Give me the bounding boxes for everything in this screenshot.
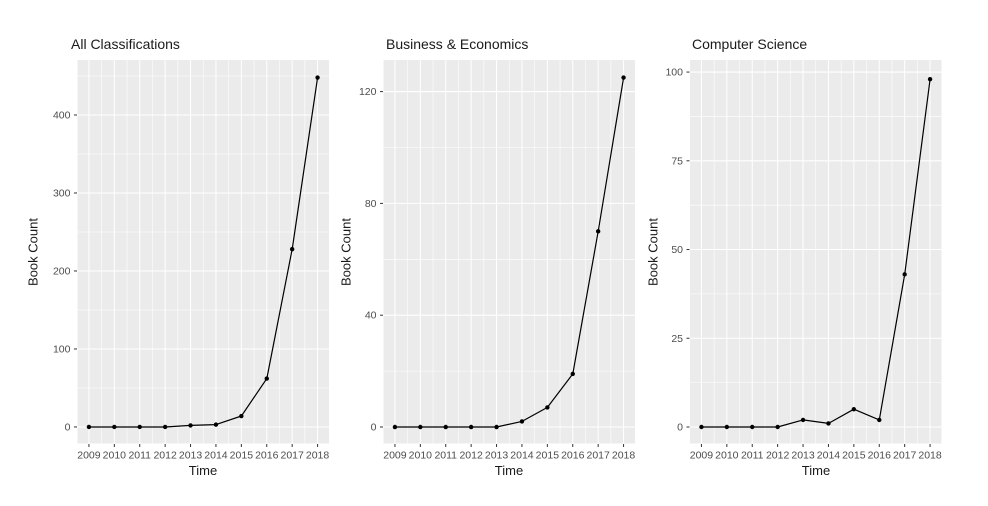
chart-3-x-tick-label: 2016: [868, 450, 892, 462]
chart-title-all-classifications: All Classifications: [71, 36, 180, 52]
y-axis-title-chart-1: Book Count: [25, 218, 41, 286]
chart-3-y-tick-label: 50: [671, 244, 683, 256]
y-axis-title-chart-3: Book Count: [645, 218, 661, 286]
chart-3-x-tick-label: 2015: [842, 450, 866, 462]
chart-2-x-tick-label: 2015: [536, 450, 560, 462]
chart-1-y-tick-label: 0: [65, 421, 71, 433]
chart-2-x-tick-label: 2014: [510, 450, 534, 462]
chart-1-data-point-2011: [137, 424, 142, 430]
chart-2-data-point-2010: [418, 424, 423, 430]
chart-2-data-point-2015: [545, 405, 550, 410]
chart-1-x-tick-label: 2014: [204, 450, 228, 462]
chart-1-x-tick-label: 2013: [179, 450, 203, 462]
chart-2-data-point-2014: [519, 419, 525, 424]
chart-3-data-point-2015: [851, 407, 857, 412]
chart-title-computer-science: Computer Science: [692, 36, 808, 52]
chart-2-y-tick-label: 0: [371, 422, 377, 434]
y-axis-title-chart-2: Book Count: [338, 218, 354, 286]
chart-1-data-point-2015: [239, 413, 244, 419]
chart-3-data-point-2014: [826, 421, 831, 426]
chart-2-data-point-2011: [443, 424, 448, 430]
chart-1-y-tick-label: 100: [53, 343, 71, 355]
chart-3-data-point-2009: [699, 424, 704, 430]
chart-2-data-point-2013: [494, 424, 499, 430]
chart-2-x-tick-label: 2018: [612, 450, 636, 462]
chart-3-x-tick-label: 2013: [791, 450, 815, 462]
chart-3-data-point-2018: [927, 76, 933, 82]
chart-2-x-tick-label: 2009: [383, 450, 407, 462]
chart-1-y-tick-label: 400: [53, 109, 71, 121]
chart-3-data-point-2011: [750, 424, 755, 430]
chart-3-y-tick-label: 75: [671, 155, 683, 167]
chart-2-y-tick-label: 40: [365, 310, 377, 322]
chart-2-x-tick-label: 2016: [561, 450, 585, 462]
chart-1-x-tick-label: 2016: [255, 450, 279, 462]
chart-2-x-tick-label: 2011: [434, 450, 457, 462]
chart-3-x-tick-label: 2018: [918, 450, 942, 462]
chart-2-y-tick-label: 80: [365, 198, 377, 210]
chart-2-x-tick-label: 2010: [409, 450, 433, 462]
chart-1-x-tick-label: 2012: [153, 450, 177, 462]
chart-3-data-point-2010: [724, 424, 730, 430]
chart-2-data-point-2012: [468, 424, 474, 430]
chart-2-data-point-2009: [392, 424, 398, 430]
chart-3-x-tick-label: 2014: [817, 450, 841, 462]
chart-3-y-tick-label: 100: [665, 67, 683, 79]
chart-1-data-point-2017: [289, 246, 295, 252]
chart-1-y-tick-label: 200: [53, 265, 71, 277]
chart-3-data-point-2016: [877, 417, 882, 423]
chart-1-data-point-2013: [188, 423, 193, 428]
x-axis-title-chart-1: Time: [188, 463, 218, 478]
chart-2-x-tick-label: 2012: [459, 450, 483, 462]
chart-3-x-tick-label: 2011: [741, 450, 764, 462]
chart-3-data-point-2012: [775, 424, 780, 430]
chart-3-series-line: [701, 79, 931, 428]
chart-1-data-point-2012: [162, 424, 168, 430]
chart-3-x-tick-label: 2017: [893, 450, 917, 462]
chart-title-business-economics: Business & Economics: [386, 36, 529, 52]
x-axis-title-chart-2: Time: [494, 463, 524, 478]
chart-2-data-point-2017: [595, 229, 601, 234]
chart-2-data-point-2018: [621, 75, 626, 80]
chart-1-data-point-2009: [86, 424, 92, 430]
chart-1-x-tick-label: 2011: [128, 450, 151, 462]
x-axis-title-chart-3: Time: [801, 463, 831, 478]
chart-3-x-tick-label: 2009: [690, 450, 714, 462]
chart-3-x-tick-label: 2010: [715, 450, 739, 462]
chart-1-x-tick-label: 2009: [77, 450, 101, 462]
chart-1-x-tick-label: 2017: [280, 450, 304, 462]
chart-1-data-point-2014: [213, 422, 219, 427]
chart-1-x-tick-label: 2010: [103, 450, 127, 462]
chart-1-x-tick-label: 2015: [230, 450, 254, 462]
chart-1-data-point-2018: [315, 75, 320, 80]
chart-2-x-tick-label: 2013: [485, 450, 509, 462]
chart-1-series-line: [88, 77, 319, 428]
chart-3-y-tick-label: 25: [671, 333, 683, 345]
chart-3-x-tick-label: 2012: [766, 450, 790, 462]
chart-2-x-tick-label: 2017: [586, 450, 610, 462]
chart-2-data-point-2016: [570, 371, 575, 377]
chart-3-data-point-2017: [902, 272, 907, 277]
chart-3-y-tick-label: 0: [677, 421, 683, 433]
chart-3-data-point-2013: [800, 417, 806, 423]
chart-1-data-point-2010: [112, 424, 117, 430]
chart-1-data-point-2016: [264, 376, 269, 381]
chart-1-y-tick-label: 300: [53, 187, 71, 199]
chart-2-y-tick-label: 120: [359, 86, 377, 98]
chart-1-x-tick-label: 2018: [306, 450, 330, 462]
chart-2-series-line: [394, 77, 625, 428]
